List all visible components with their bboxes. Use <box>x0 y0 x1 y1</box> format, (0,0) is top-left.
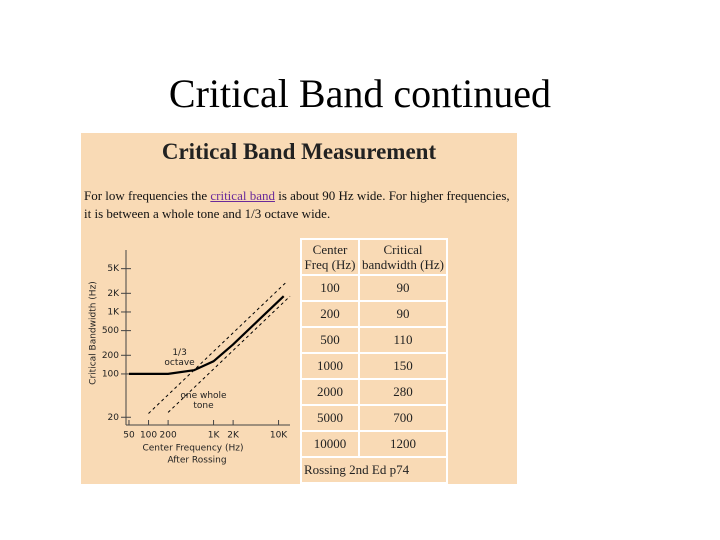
x-tick-label: 10K <box>270 431 288 441</box>
chart: Critical Bandwidth (Hz) Center Frequency… <box>89 250 291 466</box>
table-row: 200 90 <box>302 302 446 326</box>
source-note: After Rossing <box>167 456 226 466</box>
table: Center Freq (Hz) Critical bandwidth (Hz) 1… <box>300 238 448 484</box>
y-tick-label: 20 <box>108 413 120 423</box>
table-cell: 1000 <box>302 354 358 378</box>
table-row: 5000 700 <box>302 406 446 430</box>
y-tick-label: 100 <box>102 369 119 379</box>
table-caption: Rossing 2nd Ed p74 <box>302 458 446 482</box>
table-cell: 100 <box>302 276 358 300</box>
table-cell: 700 <box>360 406 446 430</box>
y-tick-label: 200 <box>102 351 119 361</box>
x-tick-label: 50 <box>123 431 135 441</box>
table-row: 10000 1200 <box>302 432 446 456</box>
series-line <box>129 295 285 375</box>
annotation: octave <box>164 358 195 368</box>
critical-band-link[interactable]: critical band <box>210 188 275 203</box>
table-cell: 90 <box>360 276 446 300</box>
header-cell: Center Freq (Hz) <box>302 240 358 274</box>
x-axis-label: Center Frequency (Hz) <box>142 444 243 454</box>
table-cell: 200 <box>302 302 358 326</box>
table-cell: 2000 <box>302 380 358 404</box>
intro-text: For low frequencies the critical band is… <box>84 187 514 223</box>
table-cell: 110 <box>360 328 446 352</box>
y-tick-label: 500 <box>102 326 119 336</box>
table-cell: 1200 <box>360 432 446 456</box>
y-tick-label: 2K <box>107 289 120 299</box>
annotation: tone <box>193 401 214 411</box>
table-row: 100 90 <box>302 276 446 300</box>
x-tick-label: 200 <box>160 431 177 441</box>
x-tick-label: 1K <box>208 431 221 441</box>
table-cell: 90 <box>360 302 446 326</box>
x-tick-label: 100 <box>140 431 157 441</box>
caption-row: Rossing 2nd Ed p74 <box>302 458 446 482</box>
intro-end: is about 90 Hz wide. For higher frequenc… <box>84 188 510 221</box>
table-row: 500 110 <box>302 328 446 352</box>
annotation: 1/3 <box>172 348 186 358</box>
table-row: 2000 280 <box>302 380 446 404</box>
series-line <box>148 282 287 414</box>
y-axis-label: Critical Bandwidth (Hz) <box>89 281 99 385</box>
table-row: 1000 150 <box>302 354 446 378</box>
y-tick-label: 5K <box>107 264 120 274</box>
panel-title: Critical Band Measurement <box>161 139 437 164</box>
table-cell: 10000 <box>302 432 358 456</box>
header-cell: Critical bandwidth (Hz) <box>360 240 446 274</box>
intro-start: For low frequencies the <box>84 188 211 203</box>
table-cell: 500 <box>302 328 358 352</box>
header-row: Center Freq (Hz) Critical bandwidth (Hz) <box>302 240 446 274</box>
annotation: one whole <box>180 391 227 401</box>
y-tick-label: 1K <box>107 307 120 317</box>
table-cell: 280 <box>360 380 446 404</box>
slide-title: Critical Band continued <box>168 71 552 116</box>
table-cell: 150 <box>360 354 446 378</box>
panel: Critical Band Measurement For low freque… <box>81 133 517 484</box>
table-cell: 5000 <box>302 406 358 430</box>
x-tick-label: 2K <box>227 431 240 441</box>
series-line <box>167 295 291 413</box>
